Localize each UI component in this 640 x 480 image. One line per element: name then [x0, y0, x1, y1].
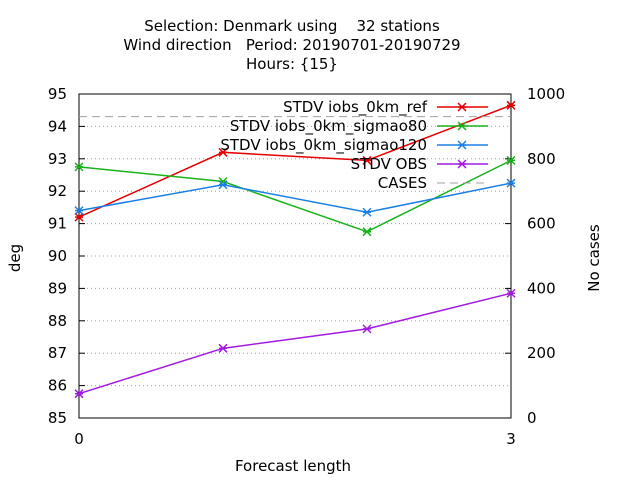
data-point [74, 389, 84, 399]
chart-title: Selection: Denmark using 32 stations Win… [0, 17, 584, 74]
series-line [78, 104, 512, 218]
data-point [362, 324, 372, 334]
series-line [78, 182, 512, 214]
series-line [78, 159, 512, 233]
series-group [74, 100, 516, 399]
y-axis-label: deg [6, 244, 24, 272]
series-3 [74, 288, 516, 399]
data-point [218, 147, 228, 157]
legend-marker [457, 102, 467, 112]
y-tick-label: 93 [48, 150, 67, 168]
y2-tick-label: 0 [527, 409, 537, 427]
data-point [362, 227, 372, 237]
legend-label: STDV iobs_0km_sigmao80 [230, 117, 427, 136]
x-tick-label: 3 [506, 430, 516, 448]
y-tick-label: 95 [48, 85, 67, 103]
grid-lines [79, 125, 511, 387]
legend-marker [457, 159, 467, 169]
y-tick-label: 87 [48, 344, 67, 362]
legend-marker [457, 121, 467, 131]
y-tick-label: 92 [48, 182, 67, 200]
y2-tick-label: 400 [527, 279, 556, 297]
data-point [362, 207, 372, 217]
title-line-1: Selection: Denmark using 32 stations [144, 17, 440, 35]
data-point [74, 206, 84, 216]
y2-tick-label: 200 [527, 344, 556, 362]
title-line-2: Wind direction Period: 20190701-20190729 [123, 36, 461, 54]
series-2 [74, 178, 516, 217]
data-point [74, 162, 84, 172]
data-point [218, 343, 228, 353]
y2-axis-label: No cases [585, 224, 603, 292]
data-point [506, 100, 516, 110]
y2-tick-label: 600 [527, 215, 556, 233]
y-tick-label: 89 [48, 279, 67, 297]
y2-tick-label: 800 [527, 150, 556, 168]
title-line-3: Hours: {15} [246, 55, 338, 73]
y-tick-label: 85 [48, 409, 67, 427]
data-point [218, 180, 228, 190]
legend-label: STDV iobs_0km_sigmao120 [220, 136, 427, 155]
data-point [506, 155, 516, 165]
x-tick-label: 0 [74, 430, 84, 448]
data-point [506, 178, 516, 188]
data-point [74, 212, 84, 222]
series-0 [74, 100, 516, 222]
y-tick-label: 91 [48, 215, 67, 233]
legend-label: STDV OBS [351, 155, 427, 173]
legend-marker [457, 140, 467, 150]
y-tick-label: 94 [48, 117, 67, 135]
y2-tick-label: 1000 [527, 85, 565, 103]
legend-label: CASES [378, 174, 427, 192]
data-point [506, 288, 516, 298]
y-tick-label: 90 [48, 247, 67, 265]
axis-ticks: 85 86 87 88 89 90 91 92 93 94 95 0 200 400 600 800 1000 0… [48, 85, 565, 448]
x-axis-label: Forecast length [235, 457, 351, 475]
series-line [78, 292, 512, 395]
data-point [362, 155, 372, 165]
y-tick-label: 88 [48, 312, 67, 330]
legend-label: STDV iobs_0km_ref [283, 98, 428, 117]
y-tick-label: 86 [48, 377, 67, 395]
